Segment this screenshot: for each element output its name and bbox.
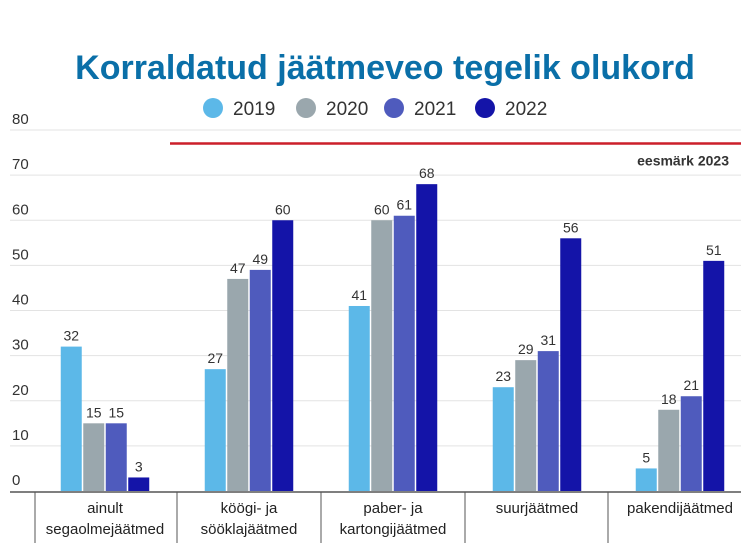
bar-value-label: 60: [275, 201, 291, 217]
bar-2021: [105, 423, 127, 491]
y-tick-label: 40: [12, 292, 29, 309]
legend-swatch-2021: [384, 98, 404, 118]
bar-value-label: 15: [108, 404, 124, 420]
bar-2019: [635, 468, 657, 491]
bar-value-label: 23: [495, 368, 511, 384]
legend-label-2022: 2022: [505, 99, 547, 120]
y-tick-label: 70: [12, 156, 29, 173]
bar-2019: [348, 305, 370, 491]
x-category-label: kartongijäätmed: [340, 521, 447, 538]
bar-2022: [560, 238, 582, 491]
bar-value-label: 51: [706, 242, 722, 258]
bar-2022: [416, 184, 438, 491]
target-label: eesmärk 2023: [637, 153, 729, 169]
bar-2019: [204, 369, 226, 491]
bar-value-label: 27: [207, 350, 223, 366]
x-category-label: paber- ja: [363, 500, 423, 517]
bar-2020: [515, 360, 537, 491]
bar-value-label: 5: [642, 449, 650, 465]
y-tick-label: 50: [12, 246, 29, 263]
bar-2020: [83, 423, 105, 491]
legend-swatch-2020: [296, 98, 316, 118]
bar-value-label: 49: [252, 251, 268, 267]
bar-value-label: 31: [540, 332, 556, 348]
bar-2020: [658, 409, 680, 491]
y-tick-label: 60: [12, 201, 29, 218]
bar-2021: [680, 396, 702, 491]
y-tick-label: 0: [12, 472, 20, 489]
bar-2019: [492, 387, 514, 491]
value-labels: 32 15 15 3 27 47 49 60 41 60 61 68 23 29 31 56 5 18 21 51: [63, 165, 721, 474]
x-category-label: pakendijäätmed: [627, 500, 733, 517]
x-axis: ainult segaolmejäätmed köögi- ja sööklajäät…: [10, 491, 741, 543]
legend-swatch-2022: [475, 98, 495, 118]
bar-2022: [128, 477, 150, 491]
x-category-label: segaolmejäätmed: [46, 521, 164, 538]
x-category-label: köögi- ja: [221, 500, 278, 517]
y-tick-label: 20: [12, 382, 29, 399]
bar-value-label: 21: [683, 377, 699, 393]
x-category-label: ainult: [87, 500, 124, 517]
target-line-group: eesmärk 2023: [170, 142, 741, 169]
bar-2020: [227, 278, 249, 491]
y-axis-ticks: 0 10 20 30 40 50 60 70 80: [12, 111, 29, 489]
x-category-label: suurjäätmed: [496, 500, 579, 517]
legend-label-2019: 2019: [233, 99, 275, 120]
bar-value-label: 15: [86, 404, 102, 420]
legend-label-2020: 2020: [326, 99, 368, 120]
bar-value-label: 61: [396, 197, 412, 213]
bar-2021: [393, 215, 415, 492]
y-tick-label: 10: [12, 427, 29, 444]
bar-value-label: 41: [351, 287, 367, 303]
bar-2021: [537, 351, 559, 491]
bar-value-label: 47: [230, 260, 246, 276]
bar-value-label: 32: [63, 328, 79, 344]
legend-swatch-2019: [203, 98, 223, 118]
bar-value-label: 68: [419, 165, 435, 181]
bar-2021: [249, 269, 271, 491]
bar-value-label: 29: [518, 341, 534, 357]
bar-2022: [272, 220, 294, 491]
bar-2019: [60, 346, 82, 491]
x-category-label: sööklajäätmed: [201, 521, 298, 538]
bar-2020: [371, 220, 393, 491]
bar-2022: [703, 260, 725, 491]
bar-value-label: 56: [563, 219, 579, 235]
chart-title: Korraldatud jäätmeveo tegelik olukord: [75, 49, 695, 87]
y-tick-label: 30: [12, 337, 29, 354]
bar-value-label: 3: [135, 458, 143, 474]
bars: [60, 184, 725, 492]
bar-value-label: 18: [661, 391, 677, 407]
bar-value-label: 60: [374, 201, 390, 217]
y-tick-label: 80: [12, 111, 29, 128]
legend: 2019 2020 2021 2022: [203, 98, 547, 120]
legend-label-2021: 2021: [414, 99, 456, 120]
